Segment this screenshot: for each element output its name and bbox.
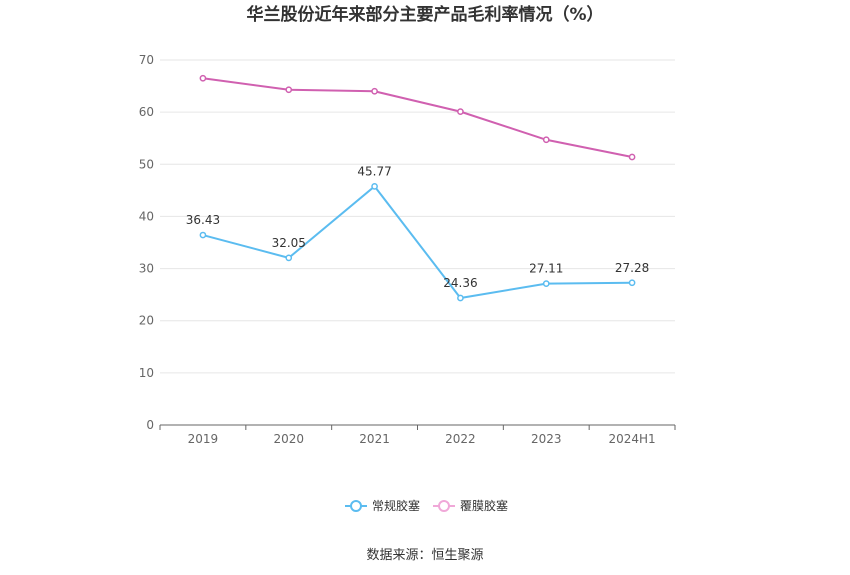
data-point[interactable] (628, 153, 636, 161)
data-label: 32.05 (272, 236, 306, 250)
x-tick-label: 2023 (531, 432, 562, 446)
series-2 (199, 74, 636, 161)
data-point[interactable] (285, 86, 293, 94)
x-tick-label: 2021 (359, 432, 390, 446)
data-label: 45.77 (357, 164, 391, 178)
data-point[interactable] (199, 74, 207, 82)
y-tick-label: 60 (139, 105, 154, 119)
series-line (202, 77, 633, 158)
chart-title: 华兰股份近年来部分主要产品毛利率情况（%） (246, 4, 603, 25)
data-point[interactable] (457, 108, 464, 115)
y-tick-label: 10 (139, 366, 154, 380)
data-point[interactable] (457, 294, 464, 302)
data-point[interactable] (371, 87, 378, 95)
data-label: 24.36 (443, 276, 477, 290)
legend-circle-icon (350, 500, 362, 512)
data-point[interactable] (285, 254, 293, 262)
data-source: 数据来源：恒生聚源 (366, 548, 483, 563)
legend-item-1[interactable]: 常规胶塞 (345, 498, 420, 513)
data-point[interactable] (371, 182, 378, 190)
y-tick-label: 0 (146, 418, 154, 432)
series: 36.43 32.05 45.77 24.36 27.11 27.28 (186, 74, 649, 302)
x-tick-label: 2024H1 (608, 432, 655, 446)
series-1: 36.43 32.05 45.77 24.36 27.11 27.28 (186, 164, 649, 302)
x-tick-label: 2020 (273, 432, 304, 446)
y-tick-label: 50 (139, 157, 154, 171)
data-label: 27.28 (615, 261, 649, 275)
x-tick-label: 2022 (445, 432, 476, 446)
y-tick-label: 70 (139, 53, 154, 67)
grid (160, 59, 675, 374)
data-point[interactable] (199, 231, 207, 239)
data-point[interactable] (542, 136, 550, 144)
data-label: 36.43 (186, 213, 220, 227)
legend-circle-icon (438, 500, 450, 512)
x-tick-label: 2019 (188, 432, 219, 446)
legend[interactable]: 常规胶塞 覆膜胶塞 (345, 498, 508, 513)
data-point[interactable] (628, 279, 636, 287)
series-line (202, 184, 633, 300)
y-tick-label: 30 (139, 262, 154, 276)
y-tick-label: 40 (139, 209, 154, 223)
legend-label: 常规胶塞 (372, 498, 420, 513)
data-point[interactable] (542, 280, 550, 287)
legend-item-2[interactable]: 覆膜胶塞 (433, 498, 508, 513)
x-axis: 2019 2020 2021 2022 2023 2024H1 (159, 424, 676, 446)
data-label: 27.11 (529, 262, 563, 276)
legend-label: 覆膜胶塞 (460, 498, 508, 513)
y-axis: 0 10 20 30 40 50 60 70 (139, 53, 154, 432)
y-tick-label: 20 (139, 314, 154, 328)
